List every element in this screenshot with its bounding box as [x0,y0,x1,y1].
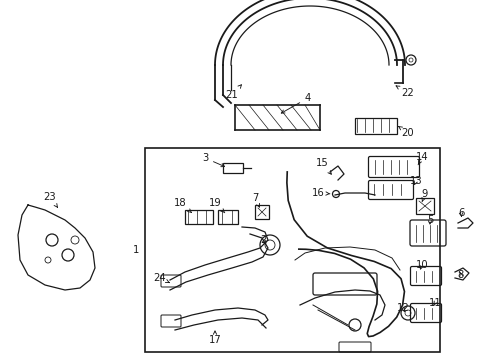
Text: 9: 9 [422,189,428,202]
Text: 19: 19 [209,198,225,213]
Text: 7: 7 [252,193,260,207]
Text: 5: 5 [427,215,433,225]
Bar [355,118,397,134]
Text: 24: 24 [154,273,170,283]
Text: 11: 11 [429,298,441,308]
Text: 2: 2 [260,235,266,245]
Text: 17: 17 [209,331,221,345]
Text: 10: 10 [416,260,428,270]
Text: 1: 1 [133,245,139,255]
Text: 18: 18 [173,198,192,212]
Text: 3: 3 [202,153,224,167]
Text: 22: 22 [396,86,415,98]
Text: 16: 16 [312,188,330,198]
Text: 23: 23 [44,192,57,207]
Text: 4: 4 [281,93,311,113]
Text: 21: 21 [225,85,242,100]
Text: 12: 12 [396,303,409,313]
Text: 14: 14 [416,152,428,165]
Text: 15: 15 [316,158,331,174]
Text: 8: 8 [458,270,464,280]
Bar [145,148,440,352]
Text: 13: 13 [410,176,422,186]
Text: 20: 20 [399,126,415,138]
Text: 6: 6 [458,208,464,218]
